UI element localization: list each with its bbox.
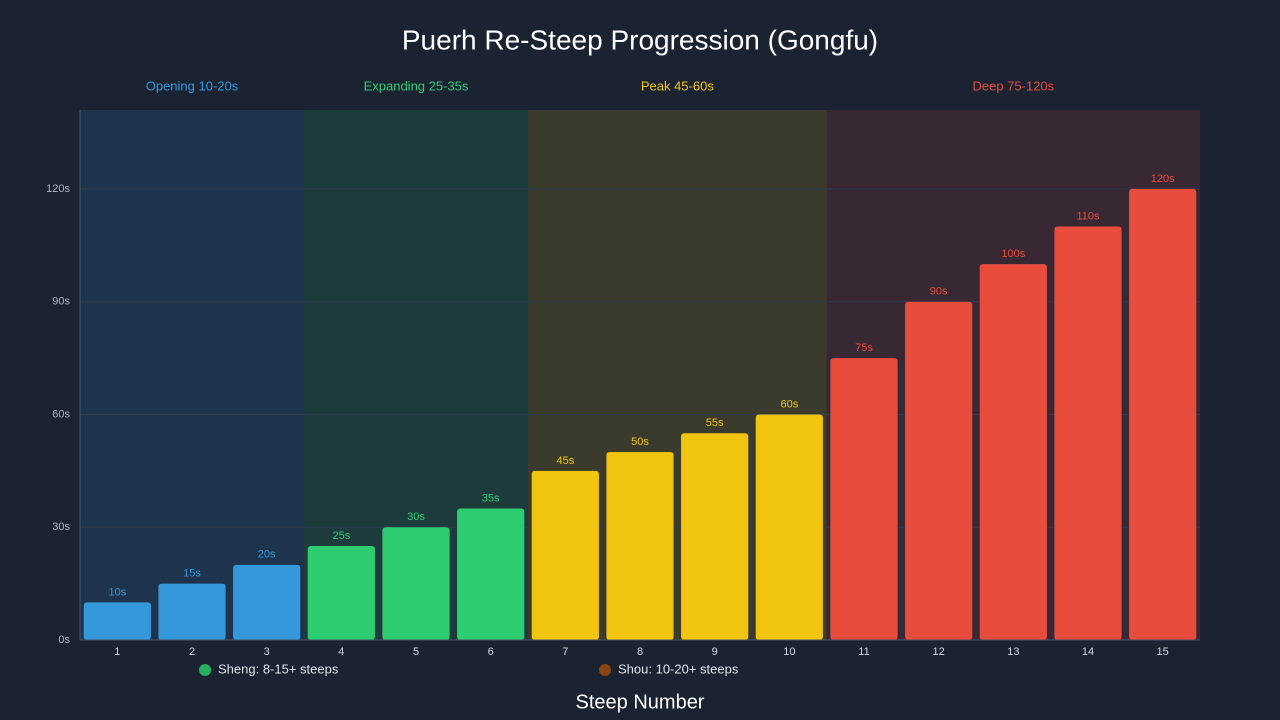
bar [755, 414, 823, 640]
x-tick-label: 1 [114, 646, 120, 658]
value-label: 20s [258, 549, 276, 561]
bar [531, 470, 599, 640]
bar [457, 508, 525, 640]
value-label: 30s [407, 511, 425, 523]
x-axis-label: Steep Number [576, 691, 705, 713]
value-label: 50s [631, 436, 649, 448]
legend-marker [599, 664, 611, 676]
x-tick-label: 12 [933, 646, 945, 658]
bar [233, 564, 301, 640]
x-tick-label: 7 [562, 646, 568, 658]
y-tick-label: 30s [52, 521, 70, 533]
x-tick-label: 15 [1157, 646, 1169, 658]
value-label: 75s [855, 342, 873, 354]
bar [1129, 188, 1197, 641]
bar [1054, 226, 1122, 640]
value-label: 100s [1001, 248, 1025, 260]
x-tick-label: 11 [858, 646, 869, 658]
value-label: 15s [183, 568, 201, 580]
x-tick-label: 8 [637, 646, 643, 658]
legend-label: Sheng: 8-15+ steeps [218, 661, 339, 676]
y-tick-label: 0s [58, 634, 70, 646]
phase-label: Expanding 25-35s [364, 78, 469, 93]
bar [83, 602, 151, 640]
value-label: 35s [482, 492, 500, 504]
phase-label: Opening 10-20s [146, 78, 239, 93]
value-label: 120s [1151, 173, 1175, 185]
x-tick-label: 13 [1007, 646, 1019, 658]
bar [606, 452, 674, 640]
x-tick-label: 2 [189, 646, 195, 658]
x-tick-label: 4 [338, 646, 344, 658]
x-tick-label: 6 [488, 646, 494, 658]
value-label: 55s [706, 417, 724, 429]
value-label: 110s [1076, 210, 1100, 222]
phase-band [80, 110, 304, 640]
x-tick-label: 5 [413, 646, 419, 658]
legend-label: Shou: 10-20+ steeps [618, 661, 739, 676]
bar [307, 546, 375, 640]
x-tick-label: 3 [264, 646, 270, 658]
x-tick-label: 14 [1082, 646, 1094, 658]
value-label: 25s [332, 530, 350, 542]
bar [681, 433, 749, 640]
value-label: 60s [780, 398, 798, 410]
value-label: 10s [108, 586, 126, 598]
x-tick-label: 10 [783, 646, 795, 658]
value-label: 90s [930, 286, 948, 298]
bar [905, 301, 973, 640]
value-label: 45s [556, 455, 574, 467]
bar [382, 527, 450, 640]
chart-title: Puerh Re-Steep Progression (Gongfu) [402, 24, 878, 55]
y-tick-label: 90s [52, 296, 70, 308]
bar [979, 264, 1047, 640]
phase-label: Peak 45-60s [641, 78, 714, 93]
x-tick-label: 9 [712, 646, 718, 658]
bar [158, 583, 226, 640]
legend-marker [199, 664, 211, 676]
y-tick-label: 60s [52, 408, 70, 420]
y-tick-label: 120s [46, 183, 70, 195]
bar [830, 358, 898, 640]
phase-label: Deep 75-120s [972, 78, 1054, 93]
